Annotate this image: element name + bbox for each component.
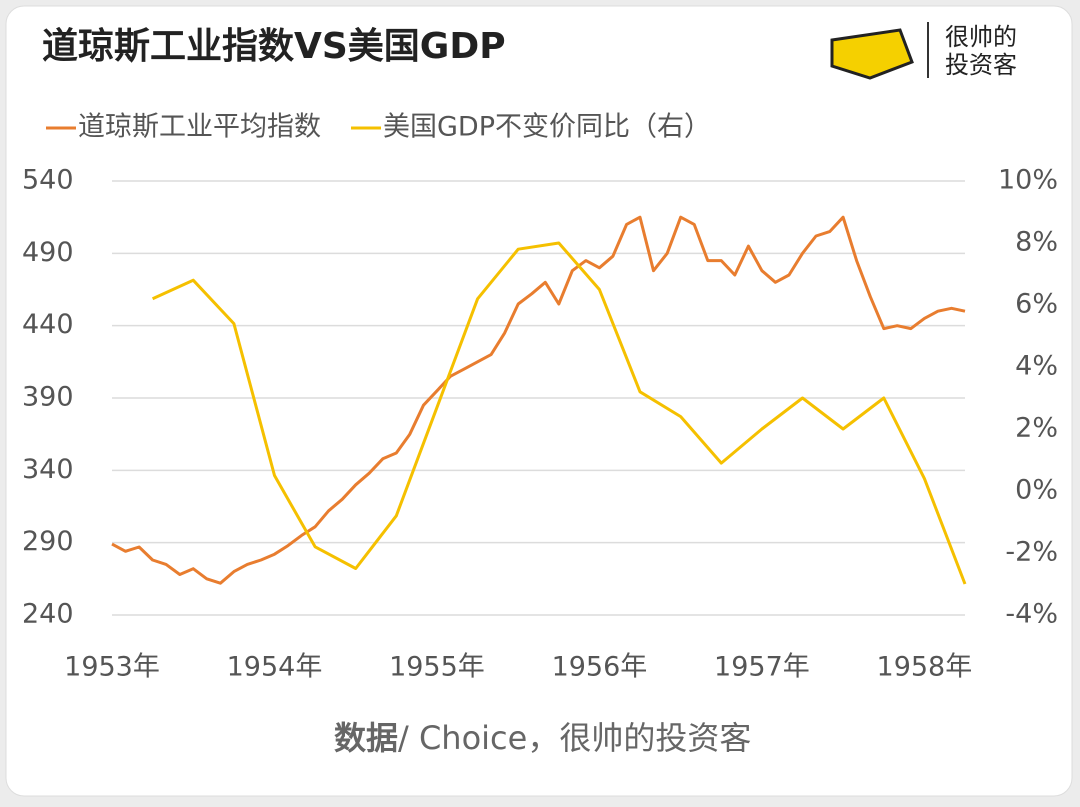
- logo-icon: [830, 28, 914, 80]
- y-tick-label: 290: [22, 526, 74, 557]
- y2-tick-label: 2%: [1015, 413, 1058, 444]
- y2-tick-label: 6%: [1015, 289, 1058, 320]
- y-tick-label: 390: [22, 382, 74, 413]
- y-tick-label: 340: [22, 454, 74, 485]
- y-tick-label: 540: [22, 165, 74, 196]
- series-line: [111, 215, 966, 585]
- y-tick-label: 440: [22, 309, 74, 340]
- y2-tick-label: -2%: [1005, 537, 1058, 568]
- brand-text: 很帅的: [945, 23, 1017, 51]
- y-tick-label: 240: [22, 599, 74, 630]
- legend-label: 道琼斯工业平均指数: [78, 112, 321, 143]
- x-tick-label: 1957年: [714, 652, 810, 683]
- y2-tick-label: 8%: [1015, 227, 1058, 258]
- logo: 很帅的 投资客: [830, 22, 1017, 80]
- x-tick-label: 1954年: [227, 652, 323, 683]
- legend: 道琼斯工业平均指数 美国GDP不变价同比（右）: [46, 112, 711, 143]
- x-tick-label: 1953年: [64, 652, 160, 683]
- x-tick-label: 1958年: [877, 652, 973, 683]
- legend-label: 美国GDP不变价同比（右）: [383, 112, 711, 143]
- y2-tick-label: 4%: [1015, 351, 1058, 382]
- series-line: [151, 241, 967, 585]
- brand-text: 投资客: [945, 51, 1017, 79]
- x-tick-label: 1955年: [389, 652, 485, 683]
- y-tick-label: 490: [22, 237, 74, 268]
- chart-title: 道琼斯工业指数VS美国GDP: [42, 26, 506, 67]
- y2-tick-label: -4%: [1005, 599, 1058, 630]
- source: / Choice，很帅的投资客: [398, 719, 751, 757]
- y2-tick-label: 0%: [1015, 475, 1058, 506]
- grid: 240 290 340 390 440 490 540 -4% -2% 0% 2% 4% 6% 8% 10%…: [22, 165, 1058, 683]
- x-tick-label: 1956年: [552, 652, 648, 683]
- plot: [111, 215, 967, 585]
- y2-tick-label: 10%: [998, 165, 1058, 196]
- source-label: 数据: [334, 719, 398, 757]
- card: [5, 5, 1073, 797]
